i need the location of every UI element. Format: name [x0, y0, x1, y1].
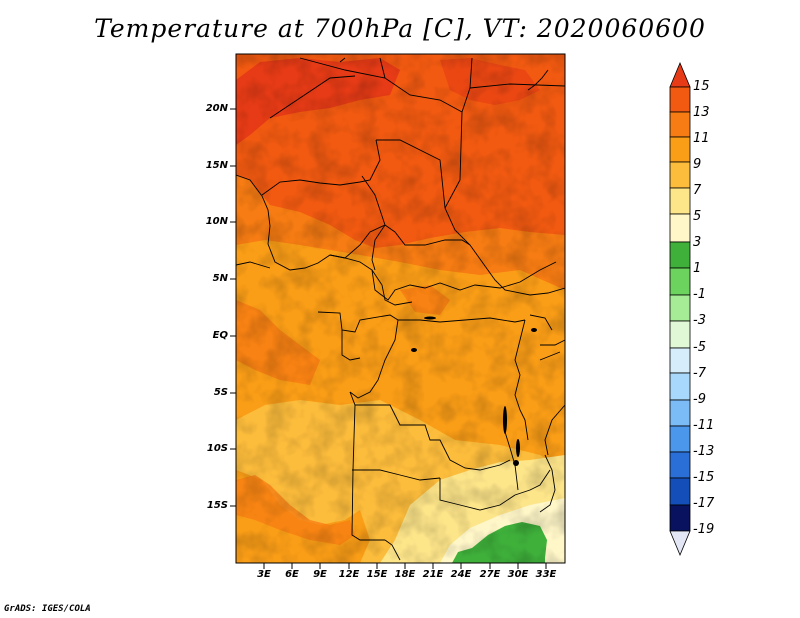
- lat-label: 15S: [206, 500, 228, 511]
- grads-credit: GrADS: IGES/COLA: [4, 604, 91, 614]
- lon-label: 24E: [450, 569, 472, 580]
- lat-label: 20N: [205, 103, 228, 114]
- colorbar-label: -5: [693, 340, 706, 355]
- lon-label: 15E: [366, 569, 388, 580]
- temperature-field: [236, 54, 565, 563]
- colorbar-label: -11: [693, 418, 715, 433]
- colorbar-label: 11: [693, 131, 710, 146]
- colorbar-label: -1: [693, 287, 706, 302]
- map-frame: [235, 53, 566, 564]
- colorbar-label: -19: [693, 522, 715, 537]
- colorbar-label: -7: [693, 366, 706, 381]
- lat-ticks: [230, 108, 236, 507]
- colorbar-bottom-arrow: [669, 530, 691, 557]
- colorbar-label: 1: [693, 261, 702, 276]
- map-title: Temperature at 700hPa [C], VT: 202006060…: [94, 14, 706, 43]
- lat-label: 5S: [213, 387, 228, 398]
- country-borders: [236, 57, 565, 561]
- lon-label: 18E: [394, 569, 416, 580]
- colorbar: [669, 61, 691, 557]
- lon-label: 9E: [313, 569, 327, 580]
- lat-label: 5N: [212, 273, 228, 284]
- colorbar-label: -9: [693, 392, 706, 407]
- lon-ticks: [263, 563, 547, 569]
- lat-label: 10N: [205, 216, 228, 227]
- lon-label: 6E: [285, 569, 299, 580]
- lon-label: 30E: [507, 569, 529, 580]
- colorbar-label: 9: [693, 157, 702, 172]
- lat-label: 10S: [206, 443, 228, 454]
- lon-label: 33E: [535, 569, 557, 580]
- colorbar-top-arrow: [669, 61, 691, 88]
- colorbar-label: 13: [693, 105, 710, 120]
- lat-label: 15N: [205, 160, 228, 171]
- colorbar-label: -17: [693, 496, 715, 511]
- lakes: [411, 316, 537, 466]
- lat-label: EQ: [212, 330, 228, 341]
- colorbar-label: -3: [693, 313, 706, 328]
- colorbar-label: 15: [693, 79, 710, 94]
- lon-label: 3E: [257, 569, 271, 580]
- lon-label: 12E: [338, 569, 360, 580]
- lon-label: 21E: [422, 569, 444, 580]
- colorbar-label: 5: [693, 209, 702, 224]
- lon-label: 27E: [479, 569, 501, 580]
- colorbar-label: -13: [693, 444, 715, 459]
- colorbar-label: 7: [693, 183, 702, 198]
- colorbar-label: -15: [693, 470, 715, 485]
- colorbar-label: 3: [693, 235, 702, 250]
